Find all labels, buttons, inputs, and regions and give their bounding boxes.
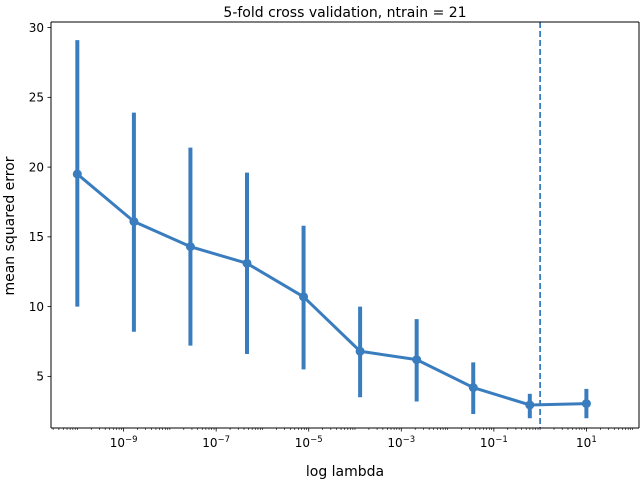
y-tick-label-2: 15	[29, 230, 44, 244]
data-points	[72, 169, 591, 410]
y-tick-label-4: 25	[29, 91, 44, 105]
data-point-7	[468, 383, 478, 393]
data-point-2	[185, 242, 195, 252]
data-point-1	[129, 217, 139, 227]
x-axis-label: log lambda	[306, 464, 384, 480]
data-point-0	[72, 169, 82, 179]
x-tick-label-0: 10−9	[110, 435, 138, 450]
data-point-9	[581, 399, 591, 409]
data-point-3	[242, 258, 252, 268]
series-line	[76, 172, 587, 407]
x-tick-label-1: 10−7	[202, 435, 230, 450]
x-tick-label-2: 10−5	[295, 435, 323, 450]
x-axis-ticks: 10−9 10−7 10−5 10−3 10−1 101	[52, 428, 633, 450]
y-tick-label-5: 30	[29, 21, 44, 35]
y-axis-label: mean squared error	[2, 156, 18, 295]
data-point-4	[299, 292, 309, 302]
x-tick-label-5: 101	[576, 435, 597, 450]
data-point-8	[525, 400, 535, 410]
data-point-5	[355, 346, 365, 356]
chart-title: 5-fold cross validation, ntrain = 21	[223, 5, 466, 21]
x-tick-label-4: 10−1	[480, 435, 508, 450]
x-tick-label-3: 10−3	[387, 435, 415, 450]
y-tick-label-3: 20	[29, 160, 44, 174]
y-tick-label-0: 5	[36, 370, 44, 384]
data-point-6	[412, 355, 422, 365]
y-tick-label-1: 10	[29, 300, 44, 314]
y-axis-ticks: 5 10 15 20 25 30	[29, 21, 51, 384]
series-line-group	[76, 172, 587, 407]
